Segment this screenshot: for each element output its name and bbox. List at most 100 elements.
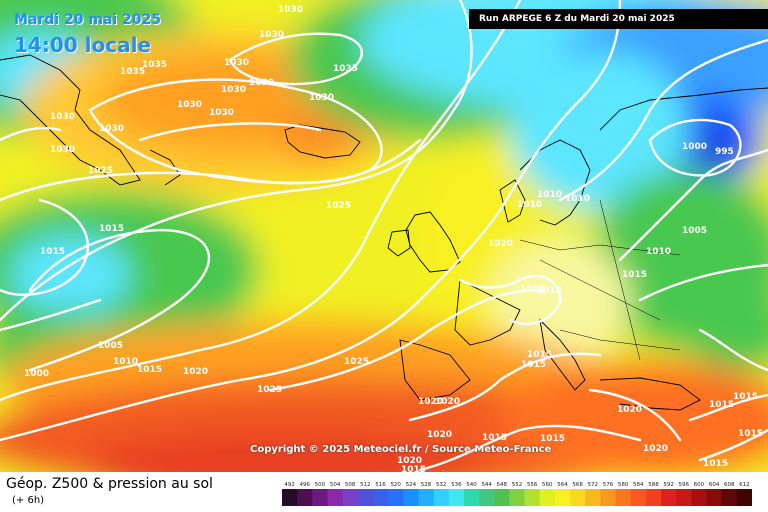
legend-swatch	[676, 489, 692, 506]
isobar-label: 1015	[137, 365, 162, 375]
isobar-label: 1025	[257, 385, 282, 395]
legend-label: 512	[360, 482, 371, 488]
isobar-label: 1005	[98, 341, 123, 351]
isobar-label: 1015	[540, 434, 565, 444]
legend-swatch	[554, 489, 571, 506]
legend-swatch	[388, 489, 404, 506]
isobar-labels: 1030 1030 1035 1035 1030 1030 1030 1030 …	[24, 5, 763, 472]
isobar-label: 1030	[278, 5, 303, 15]
legend-label: 584	[633, 482, 644, 488]
isobar-label: 1010	[517, 200, 542, 210]
isobar-label: 1030	[259, 30, 284, 40]
legend-label: 588	[648, 482, 659, 488]
isobar-label: 1030	[50, 145, 75, 155]
isobar-label: 1015	[527, 350, 552, 360]
isobar-label: 1010	[565, 194, 590, 204]
legend-label: 580	[618, 482, 629, 488]
isobar-label: 1020	[643, 444, 668, 454]
date-label: Mardi 20 mai 2025	[14, 12, 162, 28]
footer-title: Géop. Z500 & pression au sol	[6, 476, 213, 492]
legend-swatch	[357, 489, 374, 506]
isobar-label: 1015	[738, 429, 763, 439]
legend-label: 576	[603, 482, 614, 488]
legend-label: 600	[694, 482, 705, 488]
isobar-label: 1010	[113, 357, 138, 367]
isobar-label: 1020	[427, 430, 452, 440]
isobar-label: 1015	[537, 286, 562, 296]
legend-swatch	[327, 489, 343, 506]
isobar-label: 1000	[682, 142, 707, 152]
legend-swatch	[448, 489, 465, 506]
legend-label: 504	[330, 482, 341, 488]
legend-label: 556	[527, 482, 538, 488]
isobar-label: 1010	[646, 247, 671, 257]
legend-swatch	[463, 489, 480, 506]
isobar-label: 1020	[488, 239, 513, 249]
legend-swatch	[494, 489, 510, 506]
legend-label: 500	[315, 482, 326, 488]
legend-swatch	[570, 489, 586, 506]
isobar-label: 1030	[50, 112, 75, 122]
copyright-text: Copyright © 2025 Meteociel.fr / Source M…	[250, 444, 552, 455]
legend-label: 520	[390, 482, 401, 488]
isobar-label: 1030	[224, 58, 249, 68]
borders	[519, 199, 681, 361]
isobar-label: 1015	[40, 247, 65, 257]
legend-label: 568	[572, 482, 583, 488]
legend-label: 496	[299, 482, 310, 488]
legend-label: 516	[375, 482, 386, 488]
legend-label: 524	[406, 482, 417, 488]
legend-label: 572	[588, 482, 599, 488]
legend-swatch	[691, 489, 707, 506]
isobar-label: 1015	[401, 465, 426, 472]
isobar-label: 1020	[418, 397, 443, 407]
footer-subtitle: (+ 6h)	[12, 495, 45, 506]
legend-swatch	[706, 489, 722, 506]
isobar-label: 1015	[622, 270, 647, 280]
legend-swatch	[418, 489, 434, 506]
isobar-label: 1030	[177, 100, 202, 110]
legend-swatch	[524, 489, 541, 506]
legend-label: 492	[284, 482, 295, 488]
legend-swatch	[373, 489, 389, 506]
isobar-label: 1015	[520, 285, 545, 295]
legend-swatch	[509, 489, 525, 506]
isobar-label: 1035	[333, 64, 358, 74]
legend-swatch	[615, 489, 631, 506]
legend-label: 564	[557, 482, 568, 488]
isobar-label: 1005	[682, 226, 707, 236]
legend-label: 544	[481, 482, 492, 488]
color-legend: 492 496 500 504 508 512 516 520 524 528 532 536 540 5…	[282, 482, 752, 506]
legend-swatch	[479, 489, 495, 506]
isobar-label: 1025	[88, 166, 113, 176]
isobar-label: 1035	[120, 67, 145, 77]
isobar-label: 1030	[249, 78, 274, 88]
legend-swatch	[342, 489, 359, 506]
legend-swatch	[539, 489, 556, 506]
legend-label: 532	[436, 482, 447, 488]
legend-swatch	[282, 489, 298, 506]
run-banner: Run ARPEGE 6 Z du Mardi 20 mai 2025	[469, 9, 768, 29]
legend-swatch	[312, 489, 328, 506]
isobar-label: 995	[715, 147, 734, 157]
legend-label: 612	[739, 482, 750, 488]
time-label: 14:00 locale	[14, 33, 151, 57]
isobar-label: 1030	[309, 93, 334, 103]
isobar-label: 1000	[24, 369, 49, 379]
legend-label: 528	[421, 482, 432, 488]
legend-label: 552	[512, 482, 523, 488]
legend-label: 596	[679, 482, 690, 488]
legend-label: 540	[466, 482, 477, 488]
legend-label: 592	[663, 482, 674, 488]
legend-label: 536	[451, 482, 462, 488]
legend-label: 508	[345, 482, 356, 488]
isobar-label: 1035	[142, 60, 167, 70]
legend-label: 608	[724, 482, 735, 488]
isobar-label: 1015	[709, 400, 734, 410]
legend-swatch	[403, 489, 419, 506]
isobar-label: 1030	[221, 85, 246, 95]
legend-swatch	[736, 489, 752, 506]
isobar-label: 1015	[521, 360, 546, 370]
legend-swatch	[433, 489, 450, 506]
legend-label: 604	[709, 482, 720, 488]
